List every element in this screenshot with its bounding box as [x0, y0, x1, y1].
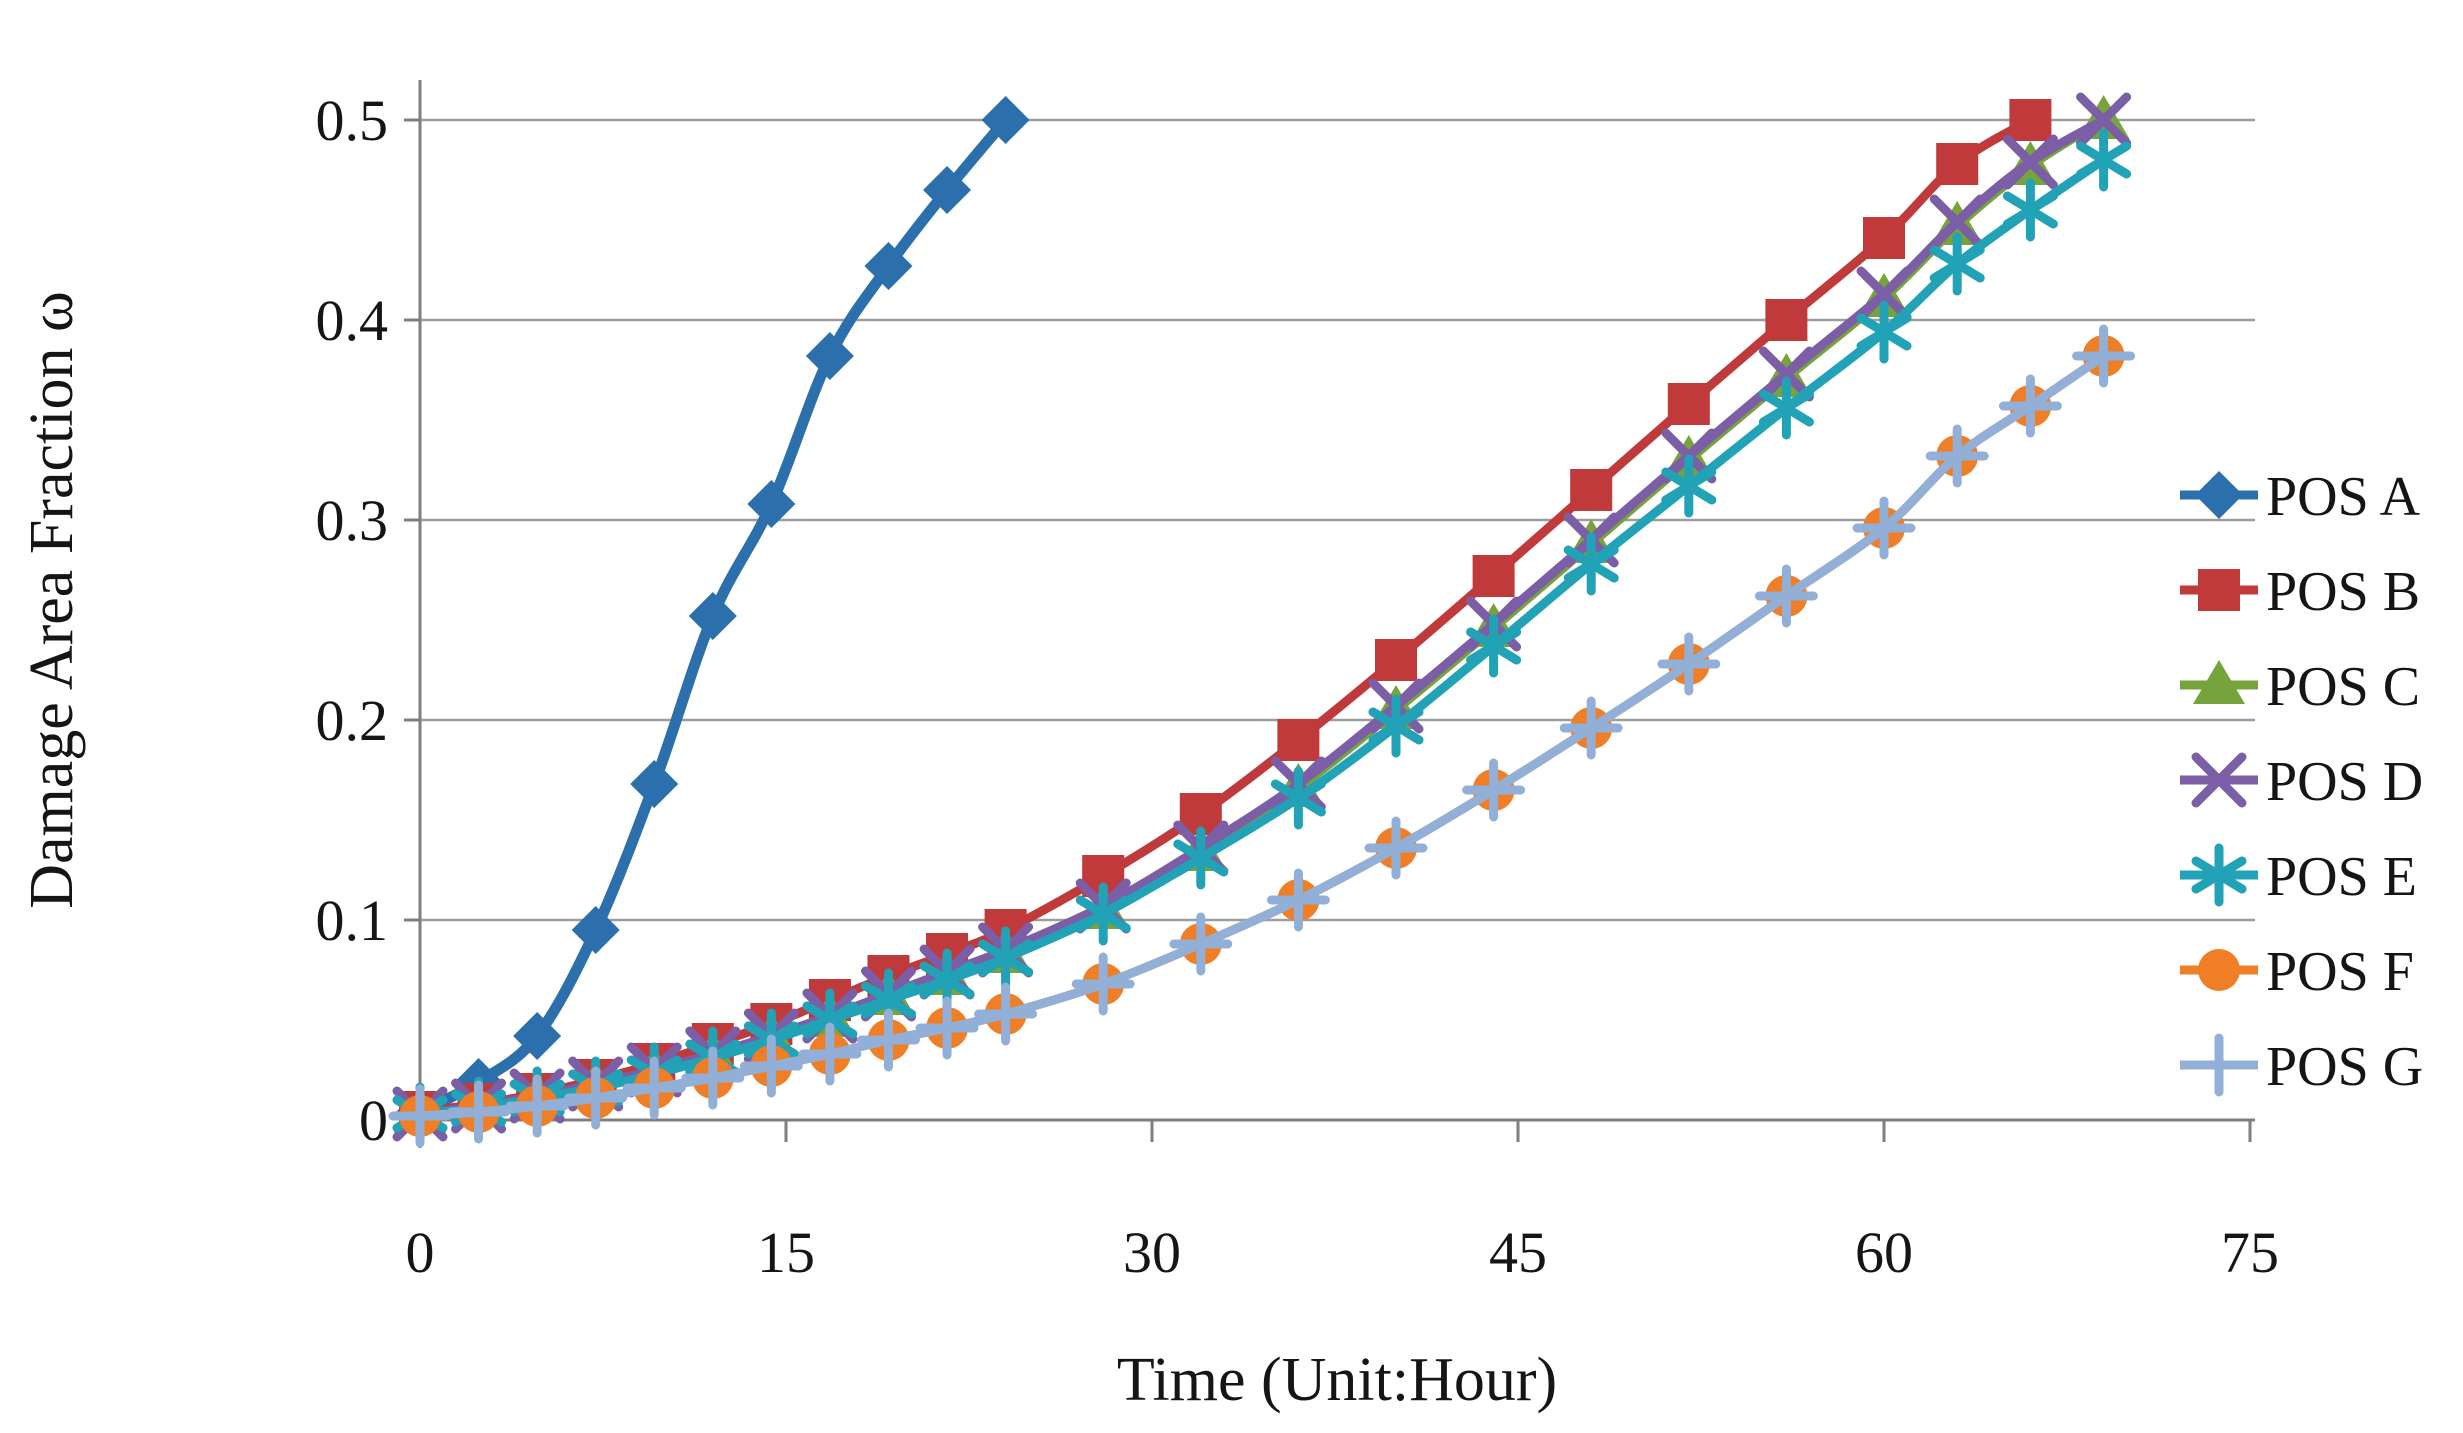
- y-tick-label-0.1: 0.1: [316, 888, 389, 953]
- legend-item-pos-f: POS F: [2180, 941, 2414, 1003]
- y-tick-label-0.3: 0.3: [316, 488, 389, 553]
- x-tick-label-30: 30: [1123, 1220, 1181, 1285]
- legend: POS A POS B POS C POS D POS E POS F POS G: [2180, 466, 2423, 1098]
- series-pos-g: [388, 324, 2136, 1148]
- series-markers-pos-g: [388, 324, 2136, 1148]
- y-tick-label-0.2: 0.2: [316, 688, 389, 753]
- y-gridlines: [420, 118, 2255, 922]
- legend-label-pos-g: POS G: [2266, 1036, 2423, 1098]
- x-tick-label-75: 75: [2221, 1220, 2279, 1285]
- legend-item-pos-a: POS A: [2180, 466, 2421, 528]
- tick-labels: 0 15 30 45 60 75 0 0.1 0.2 0.3 0.4 0.5: [316, 88, 2280, 1285]
- legend-label-pos-d: POS D: [2266, 751, 2423, 813]
- legend-item-pos-e: POS E: [2180, 843, 2417, 908]
- series-pos-b: [399, 99, 2052, 1133]
- legend-item-pos-g: POS G: [2180, 1033, 2423, 1098]
- x-tick-label-15: 15: [757, 1220, 815, 1285]
- y-tick-label-0.4: 0.4: [316, 288, 389, 353]
- series-line-pos-e: [415, 155, 2109, 1119]
- y-axis-title: Damage Area Fraction ω: [18, 291, 86, 909]
- series-markers-pos-b: [399, 99, 2052, 1133]
- legend-label-pos-b: POS B: [2266, 561, 2420, 623]
- y-tick-label-0: 0: [359, 1088, 388, 1153]
- legend-item-pos-d: POS D: [2180, 751, 2423, 813]
- legend-item-pos-b: POS B: [2180, 561, 2420, 623]
- legend-label-pos-a: POS A: [2266, 466, 2421, 528]
- legend-label-pos-e: POS E: [2266, 846, 2417, 908]
- legend-item-pos-c: POS C: [2180, 656, 2420, 718]
- legend-label-pos-f: POS F: [2266, 941, 2414, 1003]
- x-axis-title: Time (Unit:Hour): [1117, 1346, 1557, 1414]
- x-tick-label-60: 60: [1855, 1220, 1913, 1285]
- legend-label-pos-c: POS C: [2266, 656, 2420, 718]
- x-tick-label-45: 45: [1489, 1220, 1547, 1285]
- series-pos-e: [392, 128, 2132, 1146]
- x-tick-label-0: 0: [406, 1220, 435, 1285]
- series-layer: [388, 92, 2136, 1148]
- series-pos-f: [399, 335, 2125, 1137]
- series-markers-pos-e: [392, 128, 2132, 1146]
- y-tick-label-0.5: 0.5: [316, 88, 389, 153]
- series-markers-pos-f: [399, 335, 2125, 1137]
